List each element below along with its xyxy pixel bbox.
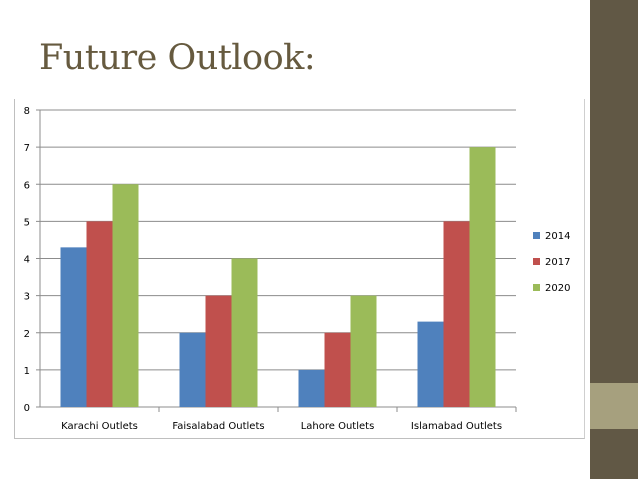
- y-tick-label: 5: [24, 217, 30, 228]
- bar-2017-lahore-outlets: [324, 332, 351, 407]
- bars: [60, 147, 496, 407]
- x-tick-label: Karachi Outlets: [61, 421, 138, 432]
- legend-label-2014: 2014: [545, 231, 570, 242]
- bar-2020-islamabad-outlets: [469, 147, 496, 407]
- legend-swatch-2014: [533, 232, 540, 239]
- bar-2014-islamabad-outlets: [417, 321, 444, 407]
- tick-labels: 0 1 2 3 4 5 6 7 8 Karachi Outlets Faisalabad Outle…: [24, 106, 502, 432]
- legend-swatch-2017: [533, 258, 540, 265]
- y-tick-label: 2: [24, 329, 30, 340]
- legend-label-2020: 2020: [545, 283, 570, 294]
- bar-2017-karachi-outlets: [86, 221, 113, 407]
- x-tick-label: Islamabad Outlets: [411, 421, 502, 432]
- bar-2020-karachi-outlets: [112, 184, 139, 407]
- legend: 2014 2017 2020: [533, 231, 570, 294]
- y-tick-label: 8: [24, 106, 30, 117]
- slide-title: Future Outlook:: [39, 38, 316, 78]
- y-tick-label: 0: [24, 403, 30, 414]
- bar-2020-lahore-outlets: [350, 295, 377, 407]
- bar-2014-faisalabad-outlets: [179, 332, 206, 407]
- bar-2014-lahore-outlets: [298, 369, 325, 407]
- y-tick-label: 1: [24, 366, 30, 377]
- x-tick-label: Lahore Outlets: [301, 421, 375, 432]
- y-tick-label: 7: [24, 143, 30, 154]
- y-tick-label: 3: [24, 292, 30, 303]
- bar-chart: 0 1 2 3 4 5 6 7 8 Karachi Outlets Faisalabad Outle…: [24, 106, 571, 432]
- legend-swatch-2020: [533, 284, 540, 291]
- bar-2017-faisalabad-outlets: [205, 295, 232, 407]
- x-tick-label: Faisalabad Outlets: [172, 421, 264, 432]
- bar-2020-faisalabad-outlets: [231, 258, 258, 407]
- y-tick-label: 6: [24, 180, 30, 191]
- bar-2014-karachi-outlets: [60, 247, 87, 407]
- sidebar-accent-block: [590, 383, 638, 429]
- legend-label-2017: 2017: [545, 257, 570, 268]
- chart-frame: 0 1 2 3 4 5 6 7 8 Karachi Outlets Faisalabad Outle…: [14, 99, 585, 439]
- y-tick-label: 4: [24, 255, 30, 266]
- bar-2017-islamabad-outlets: [443, 221, 470, 407]
